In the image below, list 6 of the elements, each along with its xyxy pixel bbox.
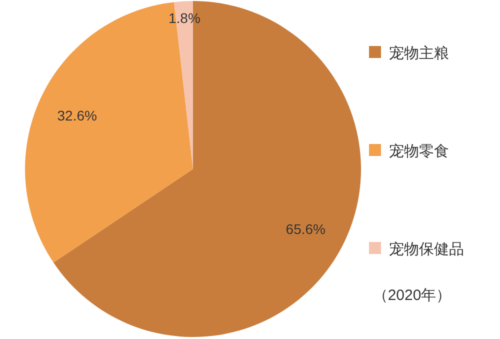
text: （2020年） bbox=[372, 287, 452, 304]
legend-label: 宠物零食 bbox=[389, 143, 449, 160]
legend-label: 宠物主粮 bbox=[389, 45, 449, 62]
legend-label: 宠物保健品 bbox=[389, 241, 464, 258]
data-label: 65.6% bbox=[286, 221, 326, 238]
data-label: 32.6% bbox=[57, 107, 97, 124]
